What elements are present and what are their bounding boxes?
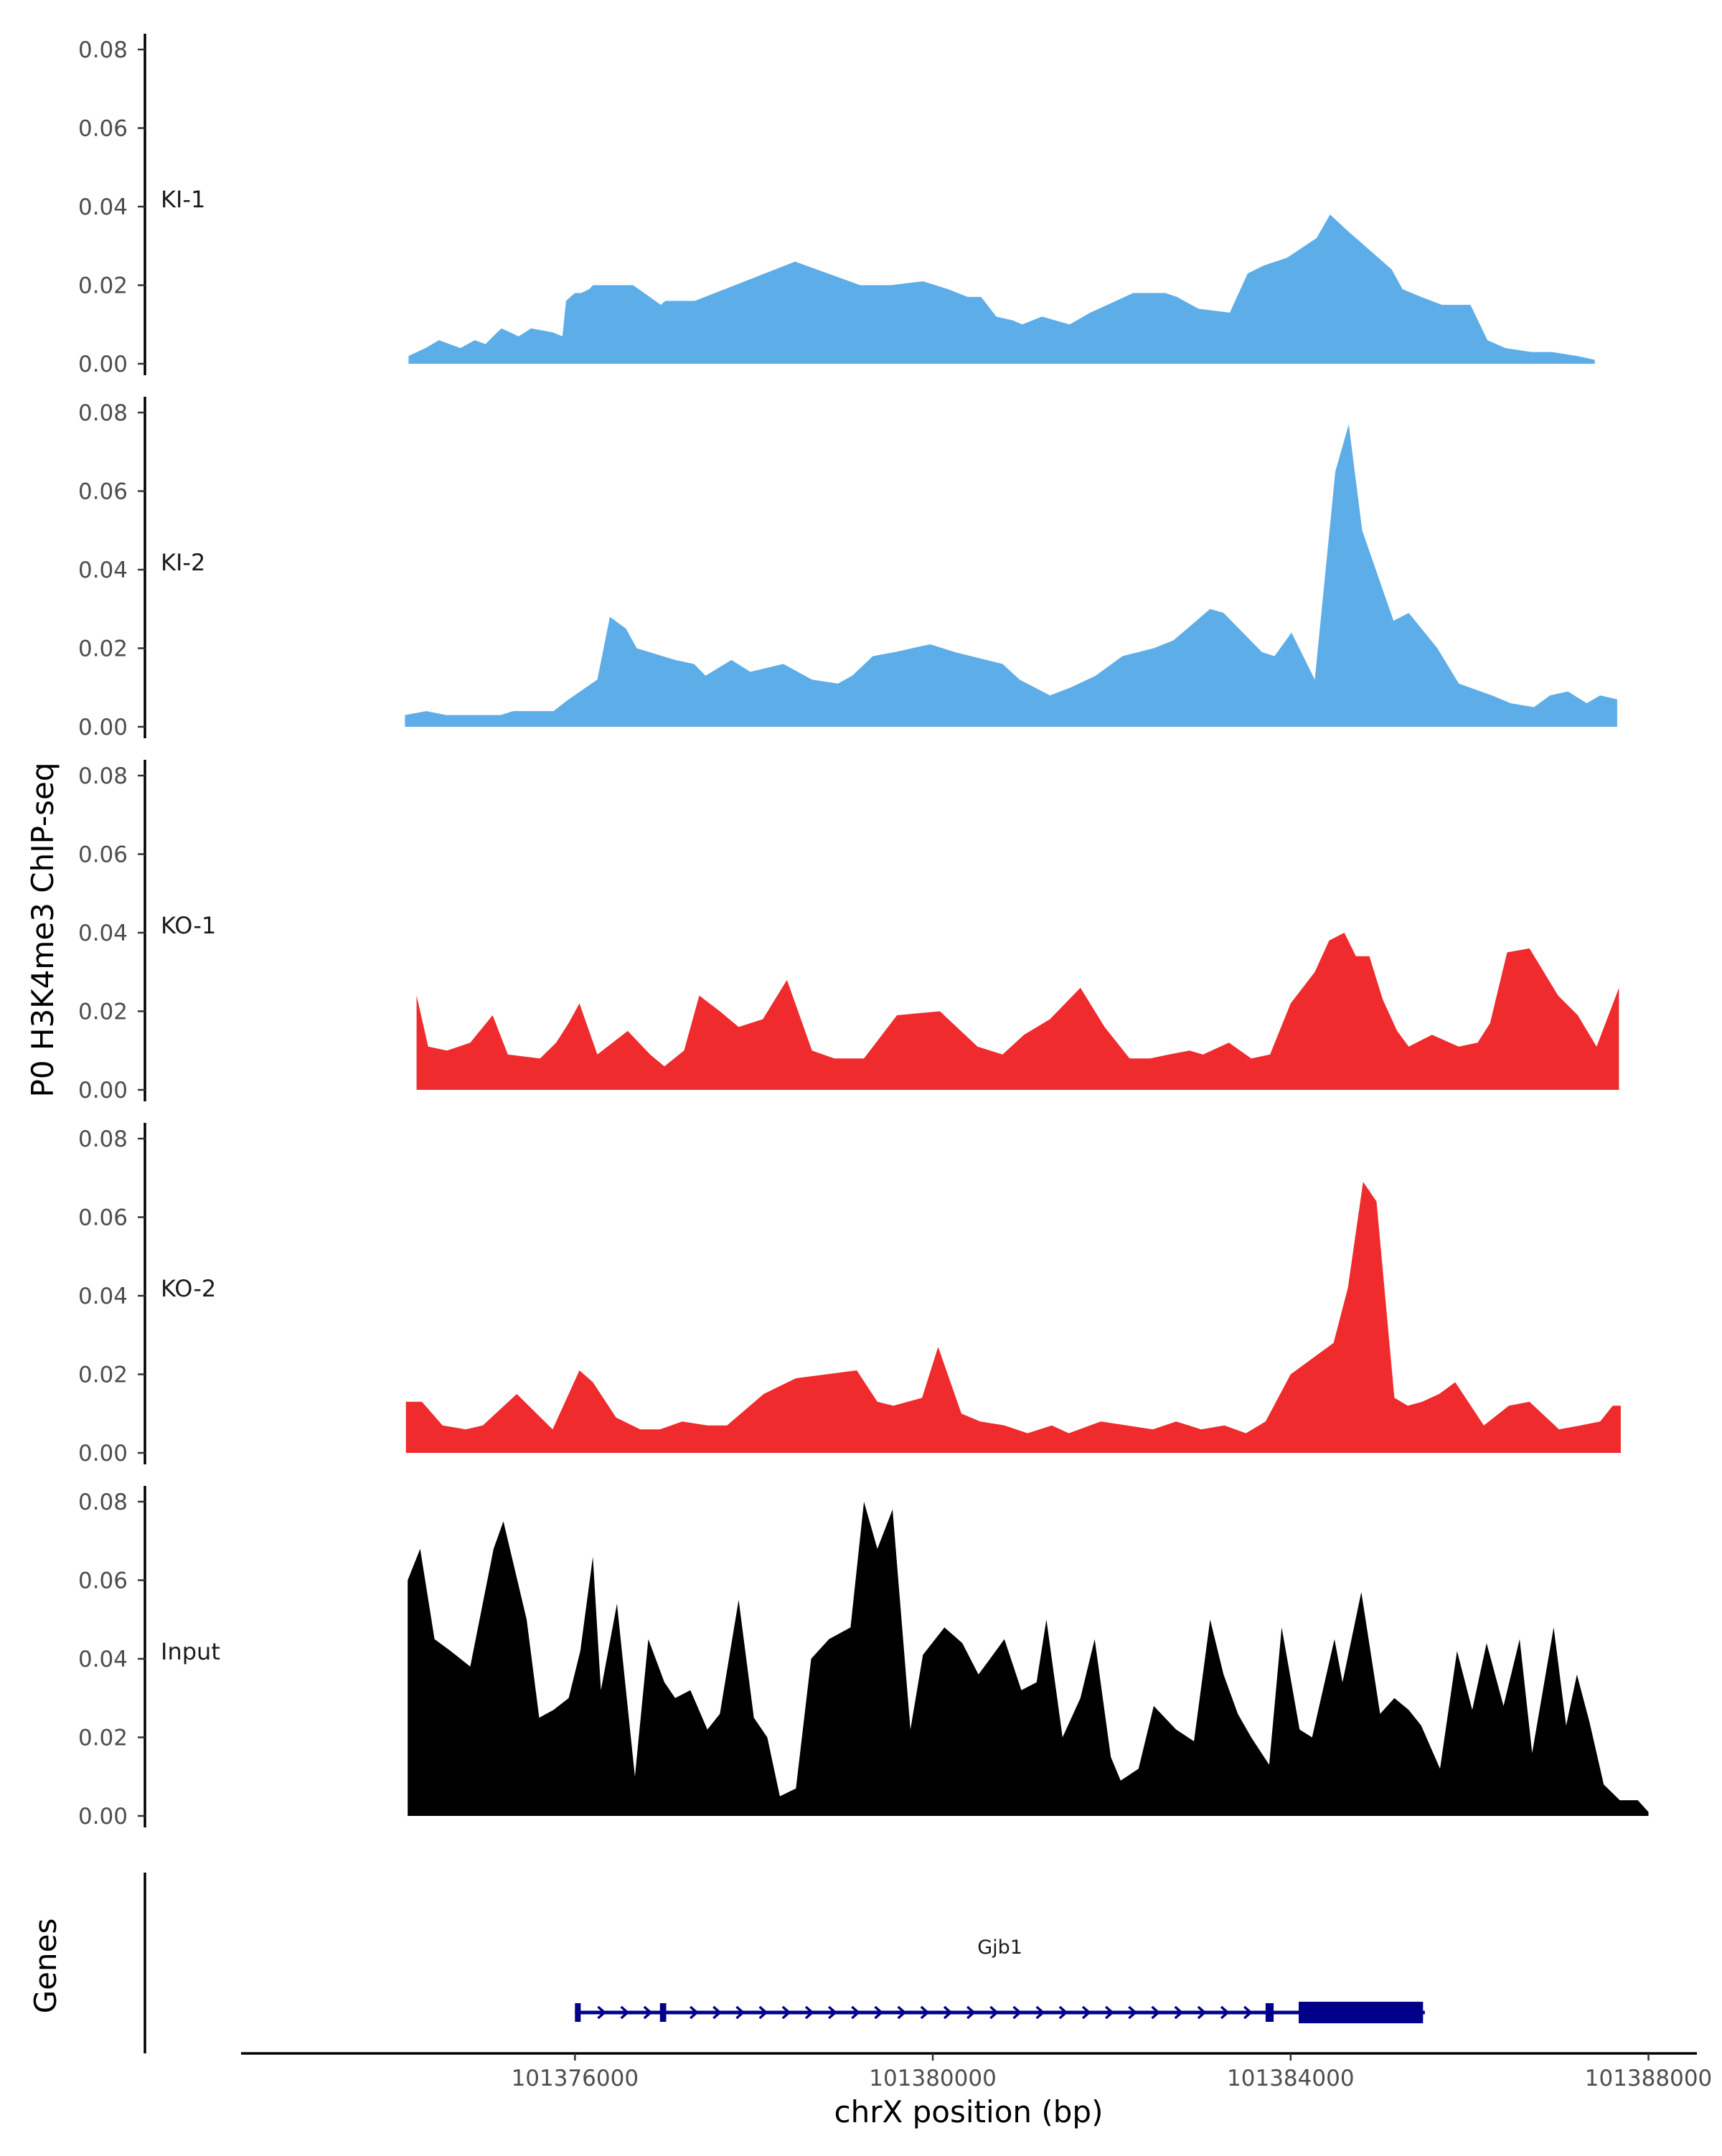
genes-panel-label: Genes: [28, 1919, 63, 2014]
strand-arrow: [597, 2005, 607, 2020]
strand-arrow: [920, 2005, 930, 2020]
track-ki-2: 0.00 0.02 0.04 0.06 0.08 KI-2: [78, 397, 1617, 740]
coverage-area-ko-2: [405, 1182, 1621, 1453]
y-tick-label: 0.00: [78, 1441, 128, 1467]
y-tick-label: 0.06: [78, 1205, 128, 1231]
track-label: KI-2: [161, 549, 205, 576]
y-tick-label: 0.08: [78, 37, 128, 63]
track-ki-1: 0.00 0.02 0.04 0.06 0.08 KI-1: [78, 34, 1595, 377]
y-tick-label: 0.02: [78, 273, 128, 299]
track-label: KI-1: [161, 186, 205, 213]
y-tick-label: 0.08: [78, 763, 128, 789]
strand-arrow: [735, 2005, 745, 2020]
strand-arrow: [966, 2005, 976, 2020]
y-tick-label: 0.06: [78, 116, 128, 142]
strand-arrow: [989, 2005, 999, 2020]
strand-arrow: [874, 2005, 884, 2020]
strand-arrow: [804, 2005, 814, 2020]
strand-arrow: [643, 2005, 653, 2020]
x-tick-label: 101380000: [869, 2066, 997, 2091]
strand-arrow: [1220, 2005, 1230, 2020]
genes-panel: Genes Gjb1: [28, 1873, 1425, 2053]
track-label: KO-2: [161, 1275, 216, 1302]
strand-arrow: [712, 2005, 722, 2020]
strand-arrow: [1012, 2005, 1022, 2020]
y-tick-label: 0.08: [78, 1126, 128, 1152]
strand-arrow: [781, 2005, 791, 2020]
strand-arrow: [620, 2005, 630, 2020]
x-tick-label: 101376000: [512, 2066, 639, 2091]
y-tick-label: 0.08: [78, 400, 128, 426]
y-tick-label: 0.08: [78, 1489, 128, 1515]
y-tick-label: 0.06: [78, 1568, 128, 1594]
strand-arrow: [1105, 2005, 1114, 2020]
strand-arrow: [828, 2005, 837, 2020]
y-tick-label: 0.04: [78, 194, 128, 220]
gene-exon: [659, 2003, 667, 2022]
y-tick-label: 0.00: [78, 1078, 128, 1103]
strand-arrow: [897, 2005, 907, 2020]
y-tick-label: 0.06: [78, 842, 128, 868]
strand-arrow: [1058, 2005, 1068, 2020]
y-tick-label: 0.00: [78, 715, 128, 740]
strand-arrow: [1243, 2005, 1253, 2020]
y-tick-label: 0.04: [78, 557, 128, 583]
y-tick-label: 0.04: [78, 1284, 128, 1309]
y-tick-label: 0.04: [78, 1647, 128, 1672]
strand-arrow: [1035, 2005, 1045, 2020]
y-tick-label: 0.02: [78, 1362, 128, 1388]
coverage-area-ki-2: [405, 424, 1617, 727]
y-tick-label: 0.04: [78, 921, 128, 946]
tracks-group: 0.00 0.02 0.04 0.06 0.08 KI-1 0.00 0.02 0.04 0.06…: [78, 34, 1649, 1830]
track-ko-2: 0.00 0.02 0.04 0.06 0.08 KO-2: [78, 1123, 1621, 1467]
x-axis-title: chrX position (bp): [834, 2094, 1104, 2129]
y-tick-label: 0.02: [78, 1726, 128, 1751]
x-tick-label: 101384000: [1227, 2066, 1355, 2091]
y-tick-label: 0.06: [78, 479, 128, 505]
strand-arrow: [851, 2005, 860, 2020]
coverage-area-ko-1: [416, 933, 1619, 1090]
y-tick-label: 0.02: [78, 999, 128, 1025]
strand-arrow: [943, 2005, 953, 2020]
coverage-area-input: [408, 1502, 1649, 1816]
track-label: KO-1: [161, 912, 216, 939]
gene-exon: [575, 2003, 581, 2022]
strand-arrow: [689, 2005, 699, 2020]
y-tick-label: 0.00: [78, 352, 128, 377]
strand-arrow: [758, 2005, 768, 2020]
strand-arrow: [1197, 2005, 1207, 2020]
strand-arrow: [1174, 2005, 1184, 2020]
track-label: Input: [161, 1638, 220, 1665]
y-tick-label: 0.00: [78, 1804, 128, 1830]
gene-exon: [1265, 2003, 1274, 2022]
x-tick-label: 101388000: [1585, 2066, 1713, 2091]
coverage-area-ki-1: [408, 215, 1595, 364]
track-ko-1: 0.00 0.02 0.04 0.06 0.08 KO-1: [78, 760, 1619, 1103]
y-tick-label: 0.02: [78, 636, 128, 662]
track-input: 0.00 0.02 0.04 0.06 0.08 Input: [78, 1486, 1649, 1830]
strand-arrow: [1151, 2005, 1161, 2020]
y-axis-title: P0 H3K4me3 ChIP-seq: [25, 762, 60, 1097]
strand-arrow: [1081, 2005, 1091, 2020]
x-axis: 101376000 101380000 101384000 101388000: [241, 2052, 1713, 2091]
strand-arrow: [1128, 2005, 1137, 2020]
gene-name-label: Gjb1: [977, 1936, 1022, 1959]
gene-cds: [1299, 2002, 1424, 2023]
